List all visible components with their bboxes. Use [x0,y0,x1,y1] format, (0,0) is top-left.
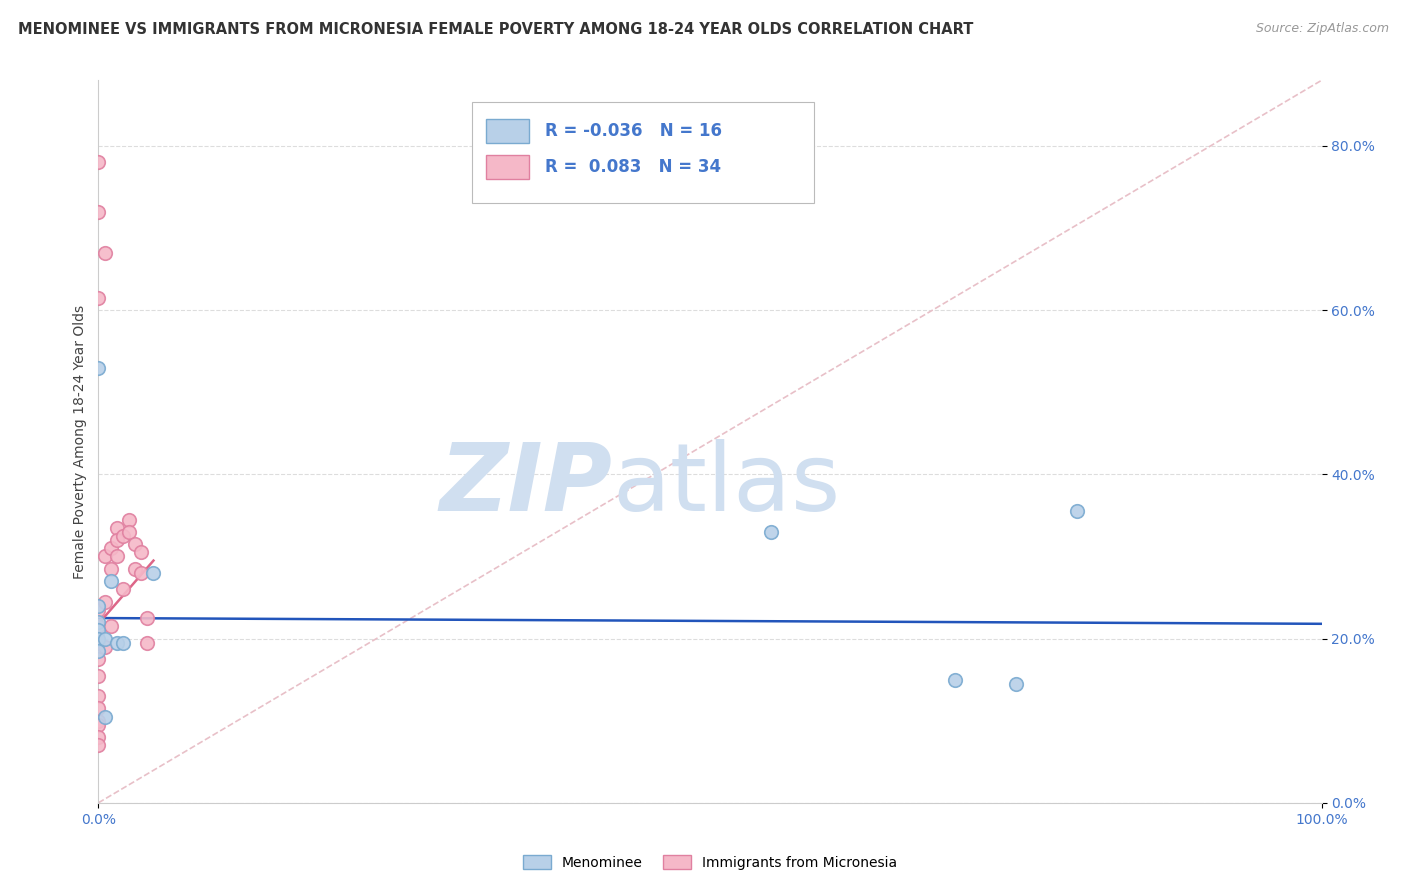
Point [87,689,110,703]
Point [93,245,115,260]
Point [93,640,115,654]
Point [118,512,141,526]
Point [87,636,110,650]
Point [87,739,110,753]
Text: R = -0.036   N = 16: R = -0.036 N = 16 [546,122,721,140]
Point [111,529,134,543]
Point [87,701,110,715]
Point [943,673,966,687]
Point [87,204,110,219]
Point [93,549,115,564]
Point [1004,677,1026,691]
Point [142,566,165,580]
Point [129,545,152,559]
Text: ZIP: ZIP [439,439,612,531]
Point [111,636,134,650]
Point [136,611,159,625]
Point [124,562,146,576]
Point [87,619,110,633]
Point [100,562,122,576]
Point [118,524,141,539]
Point [100,619,122,633]
Point [87,652,110,666]
Point [93,709,115,723]
Text: R =  0.083   N = 34: R = 0.083 N = 34 [546,158,721,176]
Point [1066,504,1088,518]
Point [87,603,110,617]
Point [93,594,115,608]
Point [87,624,110,638]
Point [105,636,128,650]
Point [87,644,110,658]
FancyBboxPatch shape [486,155,529,179]
Point [100,541,122,556]
FancyBboxPatch shape [471,102,814,203]
Point [100,574,122,588]
Point [761,524,783,539]
Y-axis label: Female Poverty Among 18-24 Year Olds: Female Poverty Among 18-24 Year Olds [73,304,87,579]
Point [87,718,110,732]
Text: atlas: atlas [612,439,841,531]
Point [87,730,110,744]
Point [87,632,110,646]
Point [87,615,110,630]
Point [136,636,159,650]
Point [111,582,134,597]
Point [87,599,110,613]
Point [105,521,128,535]
Point [87,714,110,728]
Point [87,155,110,169]
Point [93,632,115,646]
Legend: Menominee, Immigrants from Micronesia: Menominee, Immigrants from Micronesia [517,849,903,875]
Point [105,549,128,564]
Point [87,291,110,305]
Point [87,360,110,375]
Point [129,566,152,580]
Point [124,537,146,551]
Text: Source: ZipAtlas.com: Source: ZipAtlas.com [1256,22,1389,36]
Text: MENOMINEE VS IMMIGRANTS FROM MICRONESIA FEMALE POVERTY AMONG 18-24 YEAR OLDS COR: MENOMINEE VS IMMIGRANTS FROM MICRONESIA … [18,22,973,37]
FancyBboxPatch shape [486,120,529,143]
Point [105,533,128,547]
Point [87,668,110,682]
